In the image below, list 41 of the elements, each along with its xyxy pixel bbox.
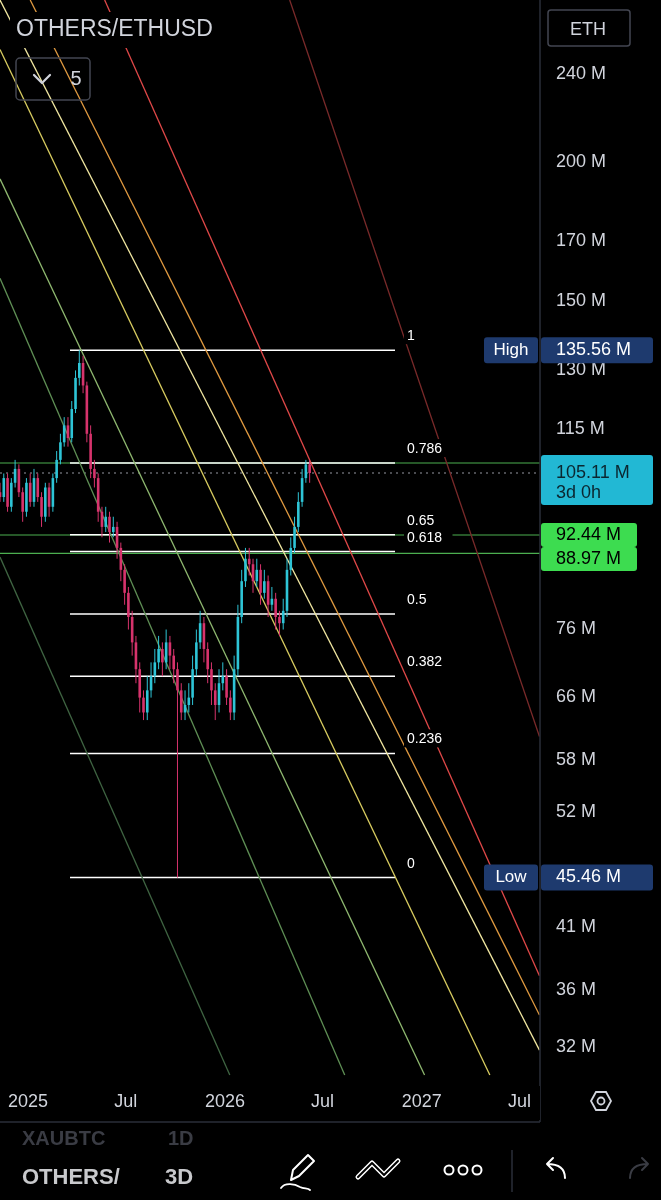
annotation: 1 xyxy=(407,327,415,344)
annotation: 0.65 xyxy=(407,511,435,528)
ref-line-label: 88.97 M xyxy=(556,547,622,568)
annotation: 5 xyxy=(70,67,82,90)
y-tick-label: 170 M xyxy=(556,229,607,250)
text: 135.56 M xyxy=(556,338,632,359)
y-tick-label: 32 M xyxy=(556,1035,597,1056)
y-tick-label: 41 M xyxy=(556,916,597,937)
text: 1D xyxy=(168,1127,194,1150)
y-tick-label: 150 M xyxy=(556,290,607,311)
annotation: High xyxy=(493,339,529,359)
annotation: 0.5 xyxy=(407,590,427,607)
text: 105.11 M xyxy=(556,461,630,482)
y-tick-label: 58 M xyxy=(556,748,597,769)
x-tick-label: 2027 xyxy=(401,1090,442,1111)
ref-line-label: 92.44 M xyxy=(556,523,622,544)
y-tick-label: 115 M xyxy=(556,418,605,439)
y-tick-label: 200 M xyxy=(556,151,607,172)
x-tick-label: Jul xyxy=(507,1090,532,1111)
x-tick-label: Jul xyxy=(114,1090,138,1111)
y-tick-label: 66 M xyxy=(556,686,597,707)
x-tick-label: Jul xyxy=(311,1090,335,1111)
text: 45.46 M xyxy=(556,866,622,887)
text: OTHERS/ xyxy=(22,1163,120,1189)
text: 3d 0h xyxy=(556,481,602,502)
y-tick-label: 76 M xyxy=(556,618,597,639)
annotation: 0.382 xyxy=(407,653,443,670)
text: OTHERS/ETHUSD xyxy=(16,15,213,42)
annotation: 0.236 xyxy=(407,730,443,747)
y-tick-label: 36 M xyxy=(556,978,597,999)
annotation: 0 xyxy=(407,854,415,871)
x-tick-label: 2026 xyxy=(204,1090,245,1111)
annotation: 0.786 xyxy=(407,440,443,457)
annotation: Low xyxy=(495,867,528,887)
y-tick-label: 240 M xyxy=(556,63,607,84)
x-tick-label: 2025 xyxy=(8,1090,49,1111)
y-tick-label: 52 M xyxy=(556,801,597,822)
annotation: 0.618 xyxy=(407,528,443,545)
text: ETH xyxy=(570,18,606,39)
text: XAUBTC xyxy=(22,1127,106,1150)
text: 3D xyxy=(165,1163,194,1189)
